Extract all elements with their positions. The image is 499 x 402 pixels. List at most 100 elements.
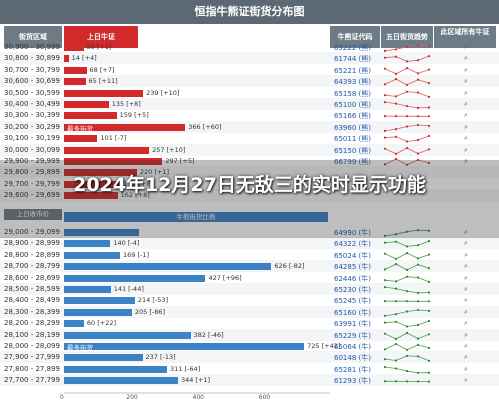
bear-bar[interactable]: [64, 274, 206, 282]
bear-bar[interactable]: [64, 229, 139, 236]
bull-bar[interactable]: [64, 78, 86, 86]
magnifier-icon[interactable]: ⌕: [464, 250, 468, 259]
bear-cert-code[interactable]: 65245 (牛): [334, 297, 371, 306]
bull-bar[interactable]: [64, 112, 117, 120]
bull-bar[interactable]: [64, 123, 186, 131]
magnifier-icon[interactable]: ⌕: [464, 285, 468, 293]
bull-bar[interactable]: [64, 158, 163, 165]
bear-bar-label: 344 [+1]: [180, 376, 211, 385]
magnifier-icon[interactable]: ⌕: [464, 262, 468, 271]
bull-cert-code[interactable]: 65166 (熊): [334, 112, 371, 121]
bear-bar[interactable]: [64, 251, 120, 259]
bear-bar[interactable]: [64, 286, 111, 293]
bear-bar[interactable]: [64, 263, 272, 271]
bear-cert-code[interactable]: 65024 (牛): [334, 251, 371, 260]
bull-bar[interactable]: [64, 180, 121, 188]
bear-cert-code[interactable]: 65281 (牛): [334, 365, 371, 374]
bear-range-label: 28,900 - 28,999: [4, 239, 60, 248]
magnifier-icon[interactable]: ⌕: [464, 330, 468, 339]
magnifier-icon[interactable]: ⌕: [464, 376, 468, 385]
bull-cert-code[interactable]: 66799 (熊): [334, 158, 371, 166]
bear-trend-sparkline: [383, 365, 431, 374]
magnifier-icon[interactable]: ⌕: [464, 353, 468, 362]
magnifier-icon[interactable]: ⌕: [464, 88, 468, 97]
bull-range-label: 30,600 - 30,699: [4, 77, 60, 86]
bear-cert-code[interactable]: 65230 (牛): [334, 286, 371, 294]
bear-bar[interactable]: [64, 365, 168, 373]
bull-bar[interactable]: [64, 55, 69, 63]
bear-range-label: 28,500 - 28,599: [4, 285, 60, 293]
magnifier-icon[interactable]: ⌕: [464, 77, 468, 86]
bull-bar[interactable]: [64, 169, 137, 177]
bull-bar[interactable]: [64, 89, 144, 97]
magnifier-icon[interactable]: ⌕: [464, 342, 468, 350]
bear-cert-code[interactable]: 65229 (牛): [334, 331, 371, 340]
bull-bar-label: 171 [+8]: [123, 179, 153, 188]
bear-cert-code[interactable]: 65160 (牛): [334, 308, 371, 317]
magnifier-icon[interactable]: ⌕: [464, 65, 468, 74]
magnifier-icon[interactable]: ⌕: [464, 54, 468, 63]
bull-cert-code[interactable]: 65222 (熊): [334, 44, 371, 52]
magnifier-icon[interactable]: ⌕: [464, 122, 468, 131]
magnifier-icon[interactable]: ⌕: [464, 319, 468, 328]
bear-range-label: 28,300 - 28,399: [4, 307, 60, 316]
bull-cert-code[interactable]: 65100 (熊): [334, 101, 371, 109]
magnifier-icon[interactable]: ⌕: [464, 273, 468, 282]
prev-close-label: 上日收市价: [4, 209, 62, 220]
magnifier-icon[interactable]: ⌕: [464, 239, 468, 248]
bear-bar[interactable]: [64, 308, 132, 316]
bear-cert-code[interactable]: 64990 (牛): [334, 229, 371, 237]
bear-bar[interactable]: [64, 377, 178, 385]
bull-row-bg: [0, 189, 499, 202]
magnifier-icon[interactable]: ⌕: [464, 307, 468, 316]
bear-cert-code[interactable]: 63991 (牛): [334, 320, 371, 329]
magnifier-icon[interactable]: ⌕: [464, 111, 468, 120]
bull-cert-code[interactable]: 65158 (熊): [334, 89, 371, 98]
magnifier-icon[interactable]: ⌕: [464, 228, 468, 236]
bear-cert-code[interactable]: 64285 (牛): [334, 263, 371, 272]
bull-bar[interactable]: [64, 44, 84, 51]
bull-bar[interactable]: [64, 101, 109, 108]
bull-cert-code[interactable]: 61744 (熊): [334, 55, 371, 64]
bear-bar[interactable]: [64, 331, 191, 339]
magnifier-icon[interactable]: ⌕: [464, 157, 468, 165]
bull-bar-label: 297 [+5]: [165, 157, 195, 165]
magnifier-icon[interactable]: ⌕: [464, 364, 468, 373]
bull-trend-sparkline: [383, 55, 431, 63]
bear-cert-code[interactable]: 60148 (牛): [334, 354, 371, 363]
magnifier-icon[interactable]: ⌕: [464, 43, 468, 51]
bear-bar[interactable]: [64, 297, 135, 305]
bear-bar[interactable]: [64, 354, 143, 362]
bear-bar[interactable]: [64, 320, 84, 328]
bull-cert-code[interactable]: 64393 (熊): [334, 78, 371, 87]
bull-row-bg: [0, 98, 499, 110]
magnifier-icon[interactable]: ⌕: [464, 296, 468, 305]
bull-cert-code[interactable]: 63960 (熊): [334, 123, 371, 132]
bear-cert-code[interactable]: 65064 (牛): [334, 343, 371, 351]
magnifier-icon[interactable]: ⌕: [464, 134, 468, 143]
bull-bar[interactable]: [64, 135, 98, 143]
bull-bar[interactable]: [64, 66, 87, 74]
bull-bar-label: 366 [+60]: [188, 122, 222, 131]
bull-cert-code[interactable]: 65221 (熊): [334, 66, 371, 75]
bull-range-label: 29,900 - 29,999: [4, 157, 60, 165]
bear-cert-code[interactable]: 62446 (牛): [334, 274, 371, 283]
bull-bar[interactable]: [64, 146, 150, 154]
bear-trend-sparkline: [383, 308, 431, 317]
bull-cert-code[interactable]: 65150 (熊): [334, 146, 371, 155]
bull-range-label: 30,000 - 30,099: [4, 145, 60, 154]
bear-cert-code[interactable]: 64322 (牛): [334, 240, 371, 249]
bear-trend-sparkline: [383, 342, 431, 351]
bull-range-label: 29,600 - 29,699: [4, 191, 60, 200]
bear-bar[interactable]: [64, 240, 111, 248]
bear-cert-code[interactable]: 61293 (牛): [334, 377, 371, 386]
magnifier-icon[interactable]: ⌕: [464, 145, 468, 154]
bull-cert-code[interactable]: 65011 (熊): [334, 135, 371, 144]
bear-range-label: 28,100 - 28,199: [4, 330, 60, 339]
bear-bar[interactable]: [64, 343, 305, 350]
bear-bar-label: 427 [+96]: [208, 273, 242, 282]
magnifier-icon[interactable]: ⌕: [464, 100, 468, 108]
bull-bar-label: 59 [+1]: [86, 43, 112, 51]
bull-bar[interactable]: [64, 192, 118, 200]
bear-range-label: 28,200 - 28,299: [4, 319, 60, 328]
